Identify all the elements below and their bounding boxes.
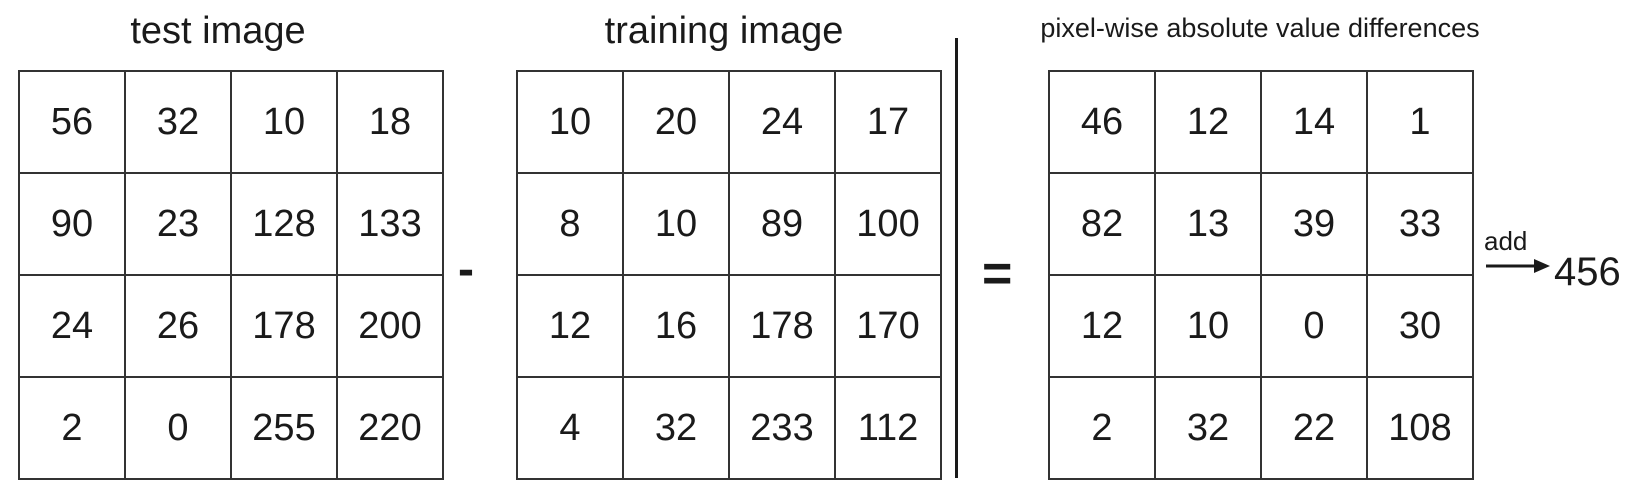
grid-cell: 220 (336, 376, 444, 480)
grid-row: 8 10 89 100 (516, 172, 942, 276)
grid-cell: 39 (1260, 172, 1368, 276)
grid-cell: 2 (18, 376, 126, 480)
grid-cell: 2 (1048, 376, 1156, 480)
grid-cell: 128 (230, 172, 338, 276)
grid-row: 56 32 10 18 (18, 70, 444, 174)
minus-operator: - (458, 243, 474, 296)
grid-cell: 32 (124, 70, 232, 174)
grid-cell: 33 (1366, 172, 1474, 276)
grid-cell: 82 (1048, 172, 1156, 276)
grid-cell: 20 (622, 70, 730, 174)
grid-cell: 23 (124, 172, 232, 276)
grid-cell: 10 (516, 70, 624, 174)
grid-cell: 90 (18, 172, 126, 276)
grid-row: 82 13 39 33 (1048, 172, 1474, 276)
grid-row: 12 16 178 170 (516, 274, 942, 378)
grid-cell: 24 (18, 274, 126, 378)
grid-row: 46 12 14 1 (1048, 70, 1474, 174)
differences-title: pixel-wise absolute value differences (1040, 13, 1480, 43)
grid-cell: 178 (728, 274, 836, 378)
grid-cell: 46 (1048, 70, 1156, 174)
grid-cell: 13 (1154, 172, 1262, 276)
grid-cell: 0 (124, 376, 232, 480)
grid-cell: 133 (336, 172, 444, 276)
grid-row: 2 0 255 220 (18, 376, 444, 480)
grid-cell: 255 (230, 376, 338, 480)
grid-cell: 10 (622, 172, 730, 276)
grid-cell: 112 (834, 376, 942, 480)
grid-cell: 100 (834, 172, 942, 276)
grid-cell: 108 (1366, 376, 1474, 480)
test-image-grid: 56 32 10 18 90 23 128 133 24 26 178 200 … (18, 70, 444, 480)
grid-cell: 16 (622, 274, 730, 378)
grid-row: 90 23 128 133 (18, 172, 444, 276)
grid-cell: 4 (516, 376, 624, 480)
training-image-title: training image (604, 10, 844, 52)
grid-cell: 12 (1048, 274, 1156, 378)
grid-cell: 22 (1260, 376, 1368, 480)
grid-cell: 56 (18, 70, 126, 174)
grid-cell: 10 (230, 70, 338, 174)
grid-cell: 32 (1154, 376, 1262, 480)
grid-cell: 26 (124, 274, 232, 378)
grid-cell: 89 (728, 172, 836, 276)
add-label: add (1484, 226, 1528, 256)
equals-operator: = (982, 245, 1013, 303)
grid-row: 12 10 0 30 (1048, 274, 1474, 378)
grid-cell: 12 (516, 274, 624, 378)
grid-cell: 18 (336, 70, 444, 174)
grid-row: 4 32 233 112 (516, 376, 942, 480)
grid-cell: 1 (1366, 70, 1474, 174)
test-image-title: test image (130, 10, 306, 52)
grid-cell: 170 (834, 274, 942, 378)
grid-cell: 233 (728, 376, 836, 480)
grid-cell: 200 (336, 274, 444, 378)
grid-cell: 24 (728, 70, 836, 174)
grid-cell: 10 (1154, 274, 1262, 378)
differences-grid: 46 12 14 1 82 13 39 33 12 10 0 30 2 32 2… (1048, 70, 1474, 480)
sum-value: 456 (1554, 250, 1621, 294)
training-image-grid: 10 20 24 17 8 10 89 100 12 16 178 170 4 … (516, 70, 942, 480)
grid-cell: 8 (516, 172, 624, 276)
right-arrow-icon (1486, 259, 1550, 273)
grid-row: 2 32 22 108 (1048, 376, 1474, 480)
grid-row: 10 20 24 17 (516, 70, 942, 174)
grid-cell: 12 (1154, 70, 1262, 174)
grid-row: 24 26 178 200 (18, 274, 444, 378)
grid-cell: 32 (622, 376, 730, 480)
grid-cell: 178 (230, 274, 338, 378)
grid-cell: 30 (1366, 274, 1474, 378)
grid-cell: 14 (1260, 70, 1368, 174)
vertical-divider (955, 38, 958, 478)
grid-cell: 17 (834, 70, 942, 174)
grid-cell: 0 (1260, 274, 1368, 378)
